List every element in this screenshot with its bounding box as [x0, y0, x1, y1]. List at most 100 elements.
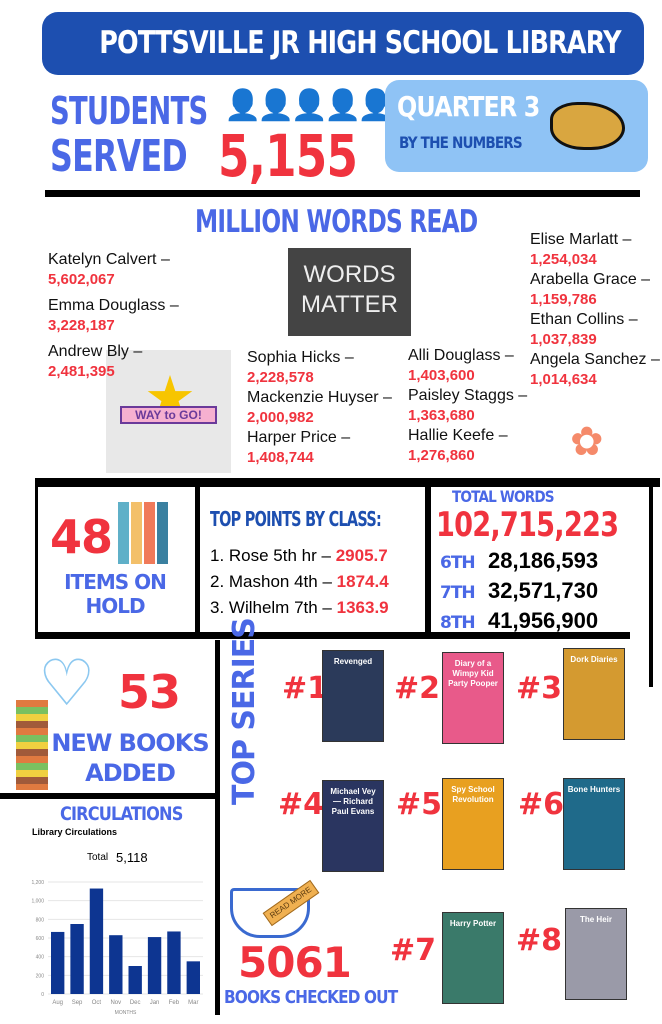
- reader-name: Emma Douglass –: [48, 297, 179, 314]
- reader-name: Angela Sanchez –: [530, 351, 660, 368]
- reader-words: 1,159,786: [530, 291, 597, 308]
- million-words-title: MILLION WORDS READ: [195, 204, 478, 240]
- divider: [35, 478, 660, 487]
- book-cover: Spy School Revolution: [442, 778, 504, 870]
- reader-name: Andrew Bly –: [48, 343, 143, 360]
- quarter-box: QUARTER 3 BY THE NUMBERS: [385, 80, 648, 172]
- top-points-title: TOP POINTS BY CLASS:: [210, 507, 382, 531]
- book-cover: Bone Hunters: [563, 778, 625, 870]
- page-header: POTTSVILLE JR HIGH SCHOOL LIBRARY: [42, 12, 644, 75]
- series-rank: #8: [516, 923, 563, 958]
- books-icon: [118, 502, 168, 564]
- students-label-2: SERVED: [50, 131, 188, 182]
- x-tick-label: Mar: [188, 1000, 198, 1006]
- class-points: 1363.9: [336, 598, 389, 617]
- divider: [215, 640, 220, 1015]
- series-rank: #1: [282, 671, 329, 706]
- grade-label: 8TH: [440, 613, 476, 633]
- x-tick-label: Nov: [110, 1000, 121, 1006]
- sticker-text: WAY to GO!: [120, 406, 217, 424]
- divider: [35, 632, 630, 639]
- reader-name: Hallie Keefe –: [408, 427, 508, 444]
- y-tick-label: 800: [36, 917, 45, 923]
- new-books-label-1: NEW BOOKS: [51, 729, 209, 757]
- top-points-row: 2. Mashon 4th – 1874.4: [210, 569, 389, 595]
- reader-words: 1,037,839: [530, 331, 597, 348]
- chart-total-value: 5,118: [116, 850, 148, 865]
- reader-name: Elise Marlatt –: [530, 231, 632, 248]
- grade-value: 28,186,593: [488, 548, 599, 573]
- reader-words: 5,602,067: [48, 271, 115, 288]
- open-book-icon: [230, 888, 310, 938]
- new-books-label-2: ADDED: [85, 759, 176, 787]
- total-words-value: 102,715,223: [436, 505, 619, 545]
- divider: [425, 487, 431, 637]
- flower-icon: ✿: [570, 420, 604, 464]
- mascot-logo: [550, 102, 625, 150]
- series-rank: #6: [518, 787, 565, 822]
- words-matter-sign: WORDS MATTER: [288, 248, 411, 336]
- grade-value: 41,956,900: [488, 608, 599, 633]
- reader-words: 1,254,034: [530, 251, 597, 268]
- class-label: 1. Rose 5th hr –: [210, 546, 331, 565]
- divider: [35, 487, 38, 635]
- bar-oct: [89, 888, 104, 994]
- y-tick-label: 600: [36, 936, 45, 942]
- divider: [649, 487, 653, 687]
- chart-title: Library Circulations: [32, 827, 118, 837]
- series-rank: #5: [396, 787, 443, 822]
- grade-value: 32,571,730: [488, 578, 599, 603]
- y-tick-label: 400: [36, 955, 45, 961]
- holds-value: 48: [50, 510, 113, 564]
- bar-dec: [128, 966, 142, 994]
- reader-name: Alli Douglass –: [408, 347, 514, 364]
- book-cover: Michael Vey — Richard Paul Evans: [322, 780, 384, 872]
- new-books-value: 53: [118, 665, 181, 719]
- students-label-1: STUDENTS: [50, 89, 208, 133]
- x-tick-label: Jan: [150, 1000, 160, 1006]
- reader-name: Arabella Grace –: [530, 271, 651, 288]
- chart-total-label: Total: [87, 852, 109, 863]
- quarter-subtitle: BY THE NUMBERS: [399, 133, 523, 152]
- circulations-title: CIRCULATIONS: [60, 803, 183, 825]
- book-cover: Diary of a Wimpy Kid Party Pooper: [442, 652, 504, 744]
- reader-col-4: Elise Marlatt – 1,254,034 Arabella Grace…: [530, 230, 660, 390]
- class-points: 1874.4: [336, 572, 389, 591]
- class-label: 3. Wilhelm 7th –: [210, 598, 332, 617]
- book-cover: Revenged: [322, 650, 384, 742]
- class-label: 2. Mashon 4th –: [210, 572, 332, 591]
- x-tick-label: Oct: [92, 1000, 102, 1006]
- students-label: STUDENTS SERVED: [50, 88, 269, 181]
- divider: [195, 487, 200, 637]
- y-tick-label: 1,000: [31, 899, 44, 905]
- bar-jan: [147, 937, 162, 994]
- book-cover: Harry Potter: [442, 912, 504, 1004]
- reader-name: Sophia Hicks –: [247, 349, 354, 366]
- bar-feb: [167, 931, 181, 994]
- grade-label: 7TH: [440, 583, 476, 603]
- checked-out-value: 5061: [238, 938, 352, 987]
- series-rank: #3: [516, 671, 563, 706]
- book-cover: Dork Diaries: [563, 648, 625, 740]
- holds-label-1: ITEMS ON: [64, 570, 167, 594]
- book-cover: The Heir: [565, 908, 627, 1000]
- reader-name: Harper Price –: [247, 429, 351, 446]
- reader-words: 1,014,634: [530, 371, 597, 388]
- reader-name: Paisley Staggs –: [408, 387, 528, 404]
- holds-label-2: HOLD: [85, 594, 145, 618]
- reader-col-2: Sophia Hicks – 2,228,578 Mackenzie Huyse…: [247, 348, 392, 468]
- total-words-title: TOTAL WORDS: [452, 487, 555, 506]
- x-axis-label: MONTHS: [115, 1010, 137, 1016]
- top-points-list: 1. Rose 5th hr – 2905.7 2. Mashon 4th – …: [210, 543, 389, 621]
- top-series-title: TOP SERIES: [227, 618, 262, 805]
- bar-aug: [51, 931, 65, 994]
- x-tick-label: Aug: [52, 1000, 63, 1006]
- checked-out-label: BOOKS CHECKED OUT: [224, 987, 398, 1008]
- divider: [45, 190, 640, 197]
- page-title: POTTSVILLE JR HIGH SCHOOL LIBRARY: [99, 25, 621, 61]
- y-tick-label: 200: [36, 973, 45, 979]
- reader-col-1: Katelyn Calvert – 5,602,067 Emma Douglas…: [48, 250, 179, 382]
- series-rank: #7: [390, 933, 437, 968]
- series-rank: #2: [394, 671, 441, 706]
- x-tick-label: Dec: [130, 1000, 141, 1006]
